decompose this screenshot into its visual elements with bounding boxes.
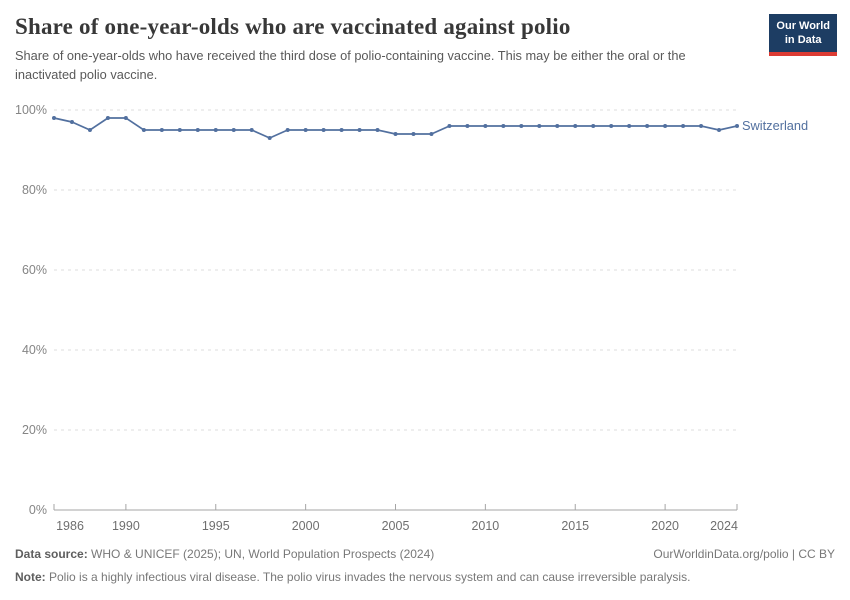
data-point[interactable] <box>645 124 650 128</box>
note-value: Polio is a highly infectious viral disea… <box>45 570 691 584</box>
data-point[interactable] <box>105 116 110 120</box>
data-point[interactable] <box>321 128 326 132</box>
data-point[interactable] <box>573 124 578 128</box>
data-point[interactable] <box>699 124 704 128</box>
data-point[interactable] <box>249 128 254 132</box>
chart-footer: Data source: WHO & UNICEF (2025); UN, Wo… <box>0 547 850 584</box>
data-point[interactable] <box>393 132 398 136</box>
data-source-value: WHO & UNICEF (2025); UN, World Populatio… <box>87 547 435 561</box>
y-axis-tick-label: 100% <box>15 103 47 117</box>
line-chart[interactable]: 0% 20% 40% 60% 80% 100% 1986 1990 1995 2000 2005 20… <box>0 90 850 535</box>
data-point[interactable] <box>447 124 452 128</box>
series-label[interactable]: Switzerland <box>742 118 808 133</box>
data-point[interactable] <box>555 124 560 128</box>
page-title: Share of one-year-olds who are vaccinate… <box>15 14 571 39</box>
data-point[interactable] <box>483 124 488 128</box>
y-axis-tick-label: 20% <box>22 423 47 437</box>
data-point[interactable] <box>213 128 218 132</box>
data-point[interactable] <box>663 124 668 128</box>
x-axis-tick-label: 2010 <box>471 519 499 533</box>
data-point[interactable] <box>717 128 722 132</box>
owid-logo[interactable]: Our World in Data <box>769 14 837 56</box>
data-point[interactable] <box>465 124 470 128</box>
data-point[interactable] <box>591 124 596 128</box>
chart-subtitle: Share of one-year-olds who have received… <box>15 48 686 82</box>
data-point[interactable] <box>357 128 362 132</box>
x-axis-tick-label: 2000 <box>292 519 320 533</box>
x-axis-tick-label: 2024 <box>710 519 738 533</box>
data-point[interactable] <box>141 128 146 132</box>
data-point[interactable] <box>267 136 272 140</box>
data-point[interactable] <box>231 128 236 132</box>
data-point[interactable] <box>609 124 614 128</box>
x-axis-tick-label: 1995 <box>202 519 230 533</box>
y-axis-tick-label: 0% <box>29 503 47 517</box>
data-point[interactable] <box>123 116 128 120</box>
data-point[interactable] <box>87 128 92 132</box>
data-point[interactable] <box>627 124 632 128</box>
data-point[interactable] <box>195 128 200 132</box>
data-point[interactable] <box>375 128 380 132</box>
data-point[interactable] <box>303 128 308 132</box>
data-source-label: Data source: <box>15 547 88 561</box>
owid-logo-line1: Our World <box>776 20 830 32</box>
data-point[interactable] <box>501 124 506 128</box>
data-point[interactable] <box>177 128 182 132</box>
x-axis-tick-label: 2020 <box>651 519 679 533</box>
chart-note: Note: Polio is a highly infectious viral… <box>15 570 835 584</box>
data-point[interactable] <box>339 128 344 132</box>
owid-license-link[interactable]: OurWorldinData.org/polio | CC BY <box>653 547 835 561</box>
data-point[interactable] <box>537 124 542 128</box>
data-source: Data source: WHO & UNICEF (2025); UN, Wo… <box>15 547 434 561</box>
x-axis-tick-label: 1986 <box>56 519 84 533</box>
x-axis-tick-label: 2005 <box>382 519 410 533</box>
data-point[interactable] <box>52 116 56 120</box>
data-point[interactable] <box>285 128 290 132</box>
note-label: Note: <box>15 570 46 584</box>
data-point[interactable] <box>411 132 416 136</box>
data-point[interactable] <box>519 124 524 128</box>
x-axis-tick-label: 1990 <box>112 519 140 533</box>
x-axis-tick-label: 2015 <box>561 519 589 533</box>
y-axis-tick-label: 80% <box>22 183 47 197</box>
y-axis-tick-label: 40% <box>22 343 47 357</box>
data-point[interactable] <box>681 124 686 128</box>
owid-logo-line2: in Data <box>784 34 822 47</box>
data-point[interactable] <box>735 124 739 128</box>
data-point[interactable] <box>69 120 74 124</box>
data-point[interactable] <box>429 132 434 136</box>
series-switzerland[interactable]: Switzerland <box>52 116 808 140</box>
data-point[interactable] <box>159 128 164 132</box>
y-axis-tick-label: 60% <box>22 263 47 277</box>
